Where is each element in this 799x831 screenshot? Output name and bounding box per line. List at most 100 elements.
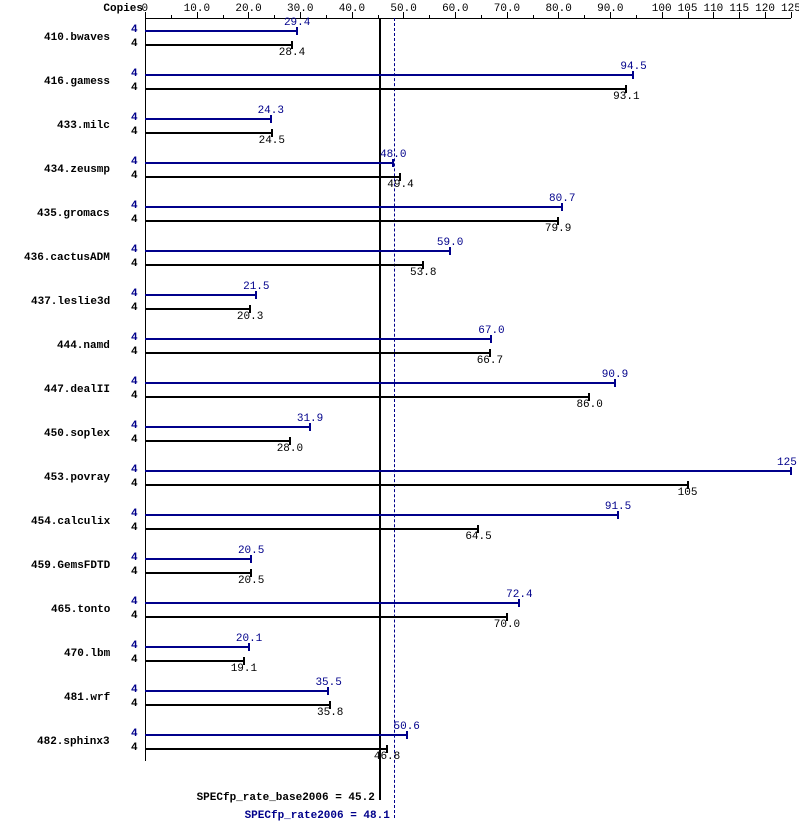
- value-label-peak: 20.1: [236, 633, 262, 645]
- bar-peak: [145, 250, 450, 252]
- axis-tick: [481, 15, 482, 18]
- value-label-base: 24.5: [259, 135, 285, 147]
- value-label-peak: 31.9: [297, 413, 323, 425]
- benchmark-name: 459.GemsFDTD: [31, 560, 110, 572]
- benchmark-name: 435.gromacs: [37, 208, 110, 220]
- bar-base: [145, 440, 290, 442]
- copies-base-label: 4: [131, 170, 138, 182]
- value-label-base: 86.0: [576, 399, 602, 411]
- axis-tick: [171, 15, 172, 18]
- value-label-peak: 80.7: [549, 193, 575, 205]
- bar-base: [145, 352, 490, 354]
- bar-peak: [145, 30, 297, 32]
- value-label-peak: 94.5: [620, 61, 646, 73]
- bar-peak: [145, 646, 249, 648]
- axis-tick-label: 70.0: [494, 3, 520, 15]
- axis-tick-label: 20.0: [235, 3, 261, 15]
- copies-base-label: 4: [131, 434, 138, 446]
- value-label-base: 28.4: [279, 47, 305, 59]
- copies-peak-label: 4: [131, 200, 138, 212]
- bar-peak: [145, 338, 491, 340]
- axis-tick-label: 115: [729, 3, 749, 15]
- value-label-peak: 24.3: [258, 105, 284, 117]
- bar-base: [145, 660, 244, 662]
- axis-tick-label: 105: [678, 3, 698, 15]
- axis-tick-label: 10.0: [184, 3, 210, 15]
- value-label-peak: 20.5: [238, 545, 264, 557]
- bar-peak: [145, 690, 328, 692]
- bar-base: [145, 132, 272, 134]
- spec-benchmark-chart: Copies010.020.030.040.050.060.070.080.09…: [0, 0, 799, 831]
- axis-tick-label: 110: [703, 3, 723, 15]
- benchmark-name: 447.dealII: [44, 384, 110, 396]
- copies-base-label: 4: [131, 302, 138, 314]
- copies-base-label: 4: [131, 390, 138, 402]
- benchmark-name: 470.lbm: [64, 648, 110, 660]
- benchmark-name: 433.milc: [57, 120, 110, 132]
- bar-base: [145, 484, 688, 486]
- axis-tick-label: 60.0: [442, 3, 468, 15]
- bar-peak: [145, 118, 271, 120]
- bar-base: [145, 748, 387, 750]
- bar-base: [145, 616, 507, 618]
- benchmark-name: 416.gamess: [44, 76, 110, 88]
- value-label-base: 66.7: [477, 355, 503, 367]
- copies-peak-label: 4: [131, 464, 138, 476]
- axis-tick-label: 40.0: [339, 3, 365, 15]
- axis-tick-label: 30.0: [287, 3, 313, 15]
- benchmark-name: 453.povray: [44, 472, 110, 484]
- benchmark-name: 465.tonto: [51, 604, 110, 616]
- axis-tick-label: 50.0: [390, 3, 416, 15]
- bar-base: [145, 308, 250, 310]
- value-label-base: 105: [678, 487, 698, 499]
- copies-peak-label: 4: [131, 596, 138, 608]
- bar-peak: [145, 602, 519, 604]
- value-label-base: 28.0: [277, 443, 303, 455]
- bar-base: [145, 704, 330, 706]
- value-label-peak: 125: [777, 457, 797, 469]
- copies-base-label: 4: [131, 214, 138, 226]
- axis-tick-label: 120: [755, 3, 775, 15]
- value-label-peak: 90.9: [602, 369, 628, 381]
- value-label-base: 20.5: [238, 575, 264, 587]
- bar-base: [145, 88, 626, 90]
- value-label-peak: 72.4: [506, 589, 532, 601]
- benchmark-name: 481.wrf: [64, 692, 110, 704]
- axis-tick: [533, 15, 534, 18]
- copies-base-label: 4: [131, 522, 138, 534]
- bar-peak: [145, 382, 615, 384]
- value-label-base: 79.9: [545, 223, 571, 235]
- benchmark-name: 454.calculix: [31, 516, 110, 528]
- copies-peak-label: 4: [131, 24, 138, 36]
- bar-peak: [145, 734, 407, 736]
- value-label-base: 70.0: [494, 619, 520, 631]
- value-label-peak: 91.5: [605, 501, 631, 513]
- bar-peak: [145, 294, 256, 296]
- copies-peak-label: 4: [131, 332, 138, 344]
- copies-base-label: 4: [131, 38, 138, 50]
- value-label-base: 93.1: [613, 91, 639, 103]
- copies-peak-label: 4: [131, 288, 138, 300]
- axis-tick-label: 0: [142, 3, 149, 15]
- axis-tick: [274, 15, 275, 18]
- axis-tick: [223, 15, 224, 18]
- copies-peak-label: 4: [131, 244, 138, 256]
- copies-base-label: 4: [131, 82, 138, 94]
- axis-tick-label: 100: [652, 3, 672, 15]
- benchmark-name: 410.bwaves: [44, 32, 110, 44]
- copies-peak-label: 4: [131, 156, 138, 168]
- copies-peak-label: 4: [131, 640, 138, 652]
- bar-base: [145, 396, 589, 398]
- copies-peak-label: 4: [131, 552, 138, 564]
- value-label-base: 49.4: [387, 179, 413, 191]
- copies-base-label: 4: [131, 126, 138, 138]
- axis-header: Copies: [103, 3, 143, 15]
- value-label-base: 19.1: [231, 663, 257, 675]
- value-label-base: 35.8: [317, 707, 343, 719]
- ref-label-peak: SPECfp_rate2006 = 48.1: [245, 810, 390, 822]
- copies-base-label: 4: [131, 698, 138, 710]
- copies-peak-label: 4: [131, 420, 138, 432]
- benchmark-name: 437.leslie3d: [31, 296, 110, 308]
- benchmark-name: 436.cactusADM: [24, 252, 110, 264]
- value-label-peak: 29.4: [284, 17, 310, 29]
